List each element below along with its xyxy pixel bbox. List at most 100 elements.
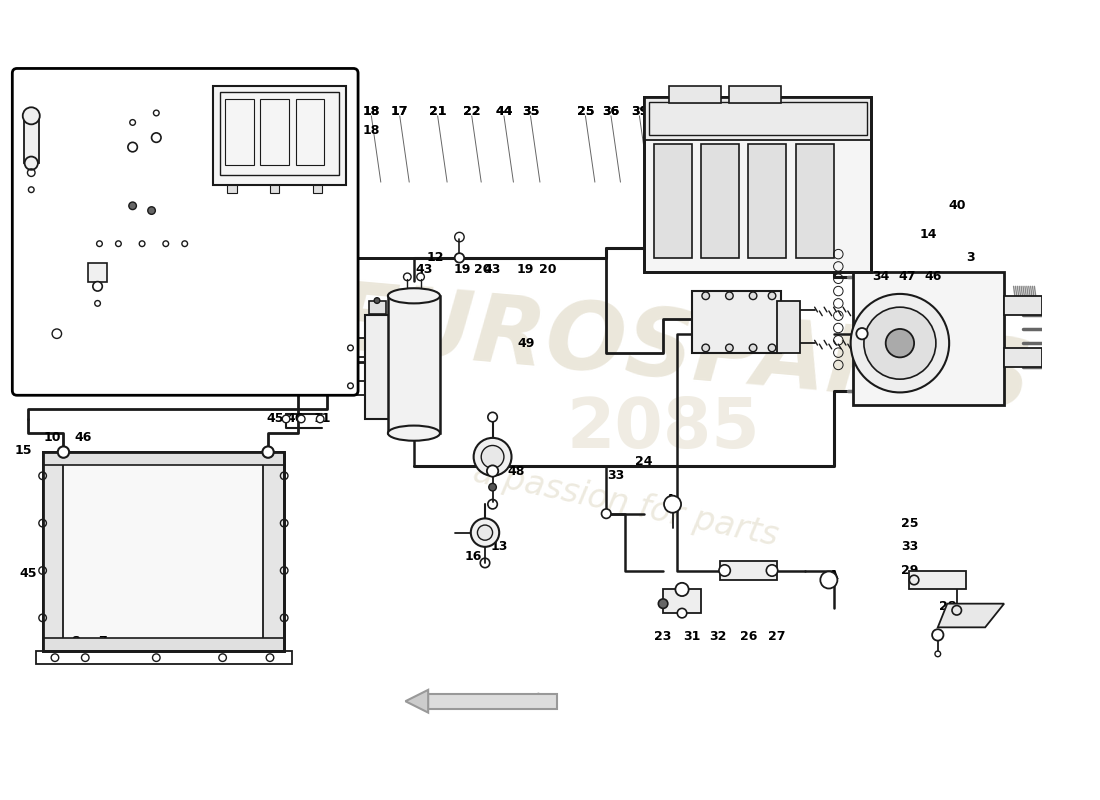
Text: 20: 20 xyxy=(539,262,557,276)
Bar xyxy=(24,116,38,163)
Circle shape xyxy=(116,241,121,246)
Text: 35: 35 xyxy=(521,105,539,118)
Text: 25: 25 xyxy=(576,105,594,118)
Circle shape xyxy=(147,206,155,214)
Text: 21: 21 xyxy=(429,105,447,118)
Circle shape xyxy=(768,292,776,299)
Text: 35: 35 xyxy=(521,105,539,118)
Text: 19: 19 xyxy=(453,262,471,276)
Bar xyxy=(228,185,236,193)
Circle shape xyxy=(477,525,493,540)
Text: 36: 36 xyxy=(603,105,619,118)
Text: GD: GD xyxy=(168,379,201,398)
Circle shape xyxy=(297,415,305,422)
Text: A: A xyxy=(669,499,676,509)
Bar xyxy=(88,262,107,282)
Text: 12: 12 xyxy=(427,251,444,265)
Bar xyxy=(748,144,786,258)
Circle shape xyxy=(182,241,188,246)
Bar xyxy=(261,98,289,165)
Circle shape xyxy=(163,241,168,246)
Text: 44: 44 xyxy=(495,105,513,118)
Bar xyxy=(36,651,292,664)
Text: 8: 8 xyxy=(72,635,80,648)
Text: 18: 18 xyxy=(20,74,37,86)
Text: 30: 30 xyxy=(938,574,956,586)
Circle shape xyxy=(702,344,710,352)
Text: 2: 2 xyxy=(98,270,107,283)
Bar xyxy=(220,92,339,175)
Text: 46: 46 xyxy=(924,270,942,283)
Text: 22: 22 xyxy=(463,105,481,118)
Circle shape xyxy=(886,329,914,358)
Circle shape xyxy=(128,142,138,152)
Circle shape xyxy=(263,446,274,458)
Bar xyxy=(370,301,386,314)
Circle shape xyxy=(474,438,512,476)
Bar xyxy=(663,590,701,613)
Text: A: A xyxy=(666,493,675,506)
Circle shape xyxy=(768,344,776,352)
Circle shape xyxy=(664,496,681,513)
Text: 12: 12 xyxy=(48,74,66,86)
Bar xyxy=(213,86,345,185)
Text: 15: 15 xyxy=(15,444,32,457)
Bar xyxy=(669,86,720,102)
Text: 20: 20 xyxy=(474,262,492,276)
Text: 39: 39 xyxy=(630,105,648,118)
Text: 33: 33 xyxy=(901,540,918,554)
Circle shape xyxy=(58,446,69,458)
Circle shape xyxy=(488,483,496,491)
Bar xyxy=(692,291,781,353)
Circle shape xyxy=(97,241,102,246)
Polygon shape xyxy=(406,690,428,713)
Text: 11: 11 xyxy=(55,223,73,236)
Bar xyxy=(312,185,322,193)
Text: 18: 18 xyxy=(363,105,379,118)
Text: 23: 23 xyxy=(295,308,311,322)
Bar xyxy=(43,452,284,651)
Text: 31: 31 xyxy=(683,630,701,643)
Bar xyxy=(645,97,871,139)
Text: 43: 43 xyxy=(416,262,433,276)
Text: 18: 18 xyxy=(363,105,379,118)
Text: 10: 10 xyxy=(43,431,60,444)
Text: 5: 5 xyxy=(204,640,212,653)
Circle shape xyxy=(129,202,136,210)
Bar xyxy=(910,570,966,590)
Bar xyxy=(645,97,871,272)
Circle shape xyxy=(726,344,734,352)
Circle shape xyxy=(23,107,40,124)
Text: 46: 46 xyxy=(75,431,92,444)
Circle shape xyxy=(726,292,734,299)
Text: 38: 38 xyxy=(739,342,757,354)
Bar xyxy=(43,452,64,651)
Text: 4: 4 xyxy=(231,640,240,653)
Text: A: A xyxy=(825,575,833,585)
Text: 28: 28 xyxy=(938,600,956,613)
Bar xyxy=(649,102,867,134)
Text: 2: 2 xyxy=(663,105,672,118)
Bar xyxy=(296,98,324,165)
Text: 25: 25 xyxy=(901,517,918,530)
Circle shape xyxy=(374,298,379,303)
Text: 6: 6 xyxy=(177,640,186,653)
Circle shape xyxy=(140,241,145,246)
Text: 35: 35 xyxy=(295,322,311,335)
Ellipse shape xyxy=(388,426,440,441)
Text: 9: 9 xyxy=(45,632,54,646)
Polygon shape xyxy=(428,694,557,709)
Circle shape xyxy=(767,565,778,576)
Text: 12: 12 xyxy=(368,308,386,322)
Ellipse shape xyxy=(388,288,440,303)
Circle shape xyxy=(749,292,757,299)
Bar xyxy=(43,452,284,651)
Text: 48: 48 xyxy=(507,465,525,478)
Text: 29: 29 xyxy=(901,564,918,577)
Circle shape xyxy=(658,599,668,608)
Bar xyxy=(43,452,284,466)
Polygon shape xyxy=(938,604,1004,627)
Text: 11: 11 xyxy=(314,413,331,426)
Text: 16: 16 xyxy=(465,550,482,562)
Text: 36: 36 xyxy=(603,105,619,118)
